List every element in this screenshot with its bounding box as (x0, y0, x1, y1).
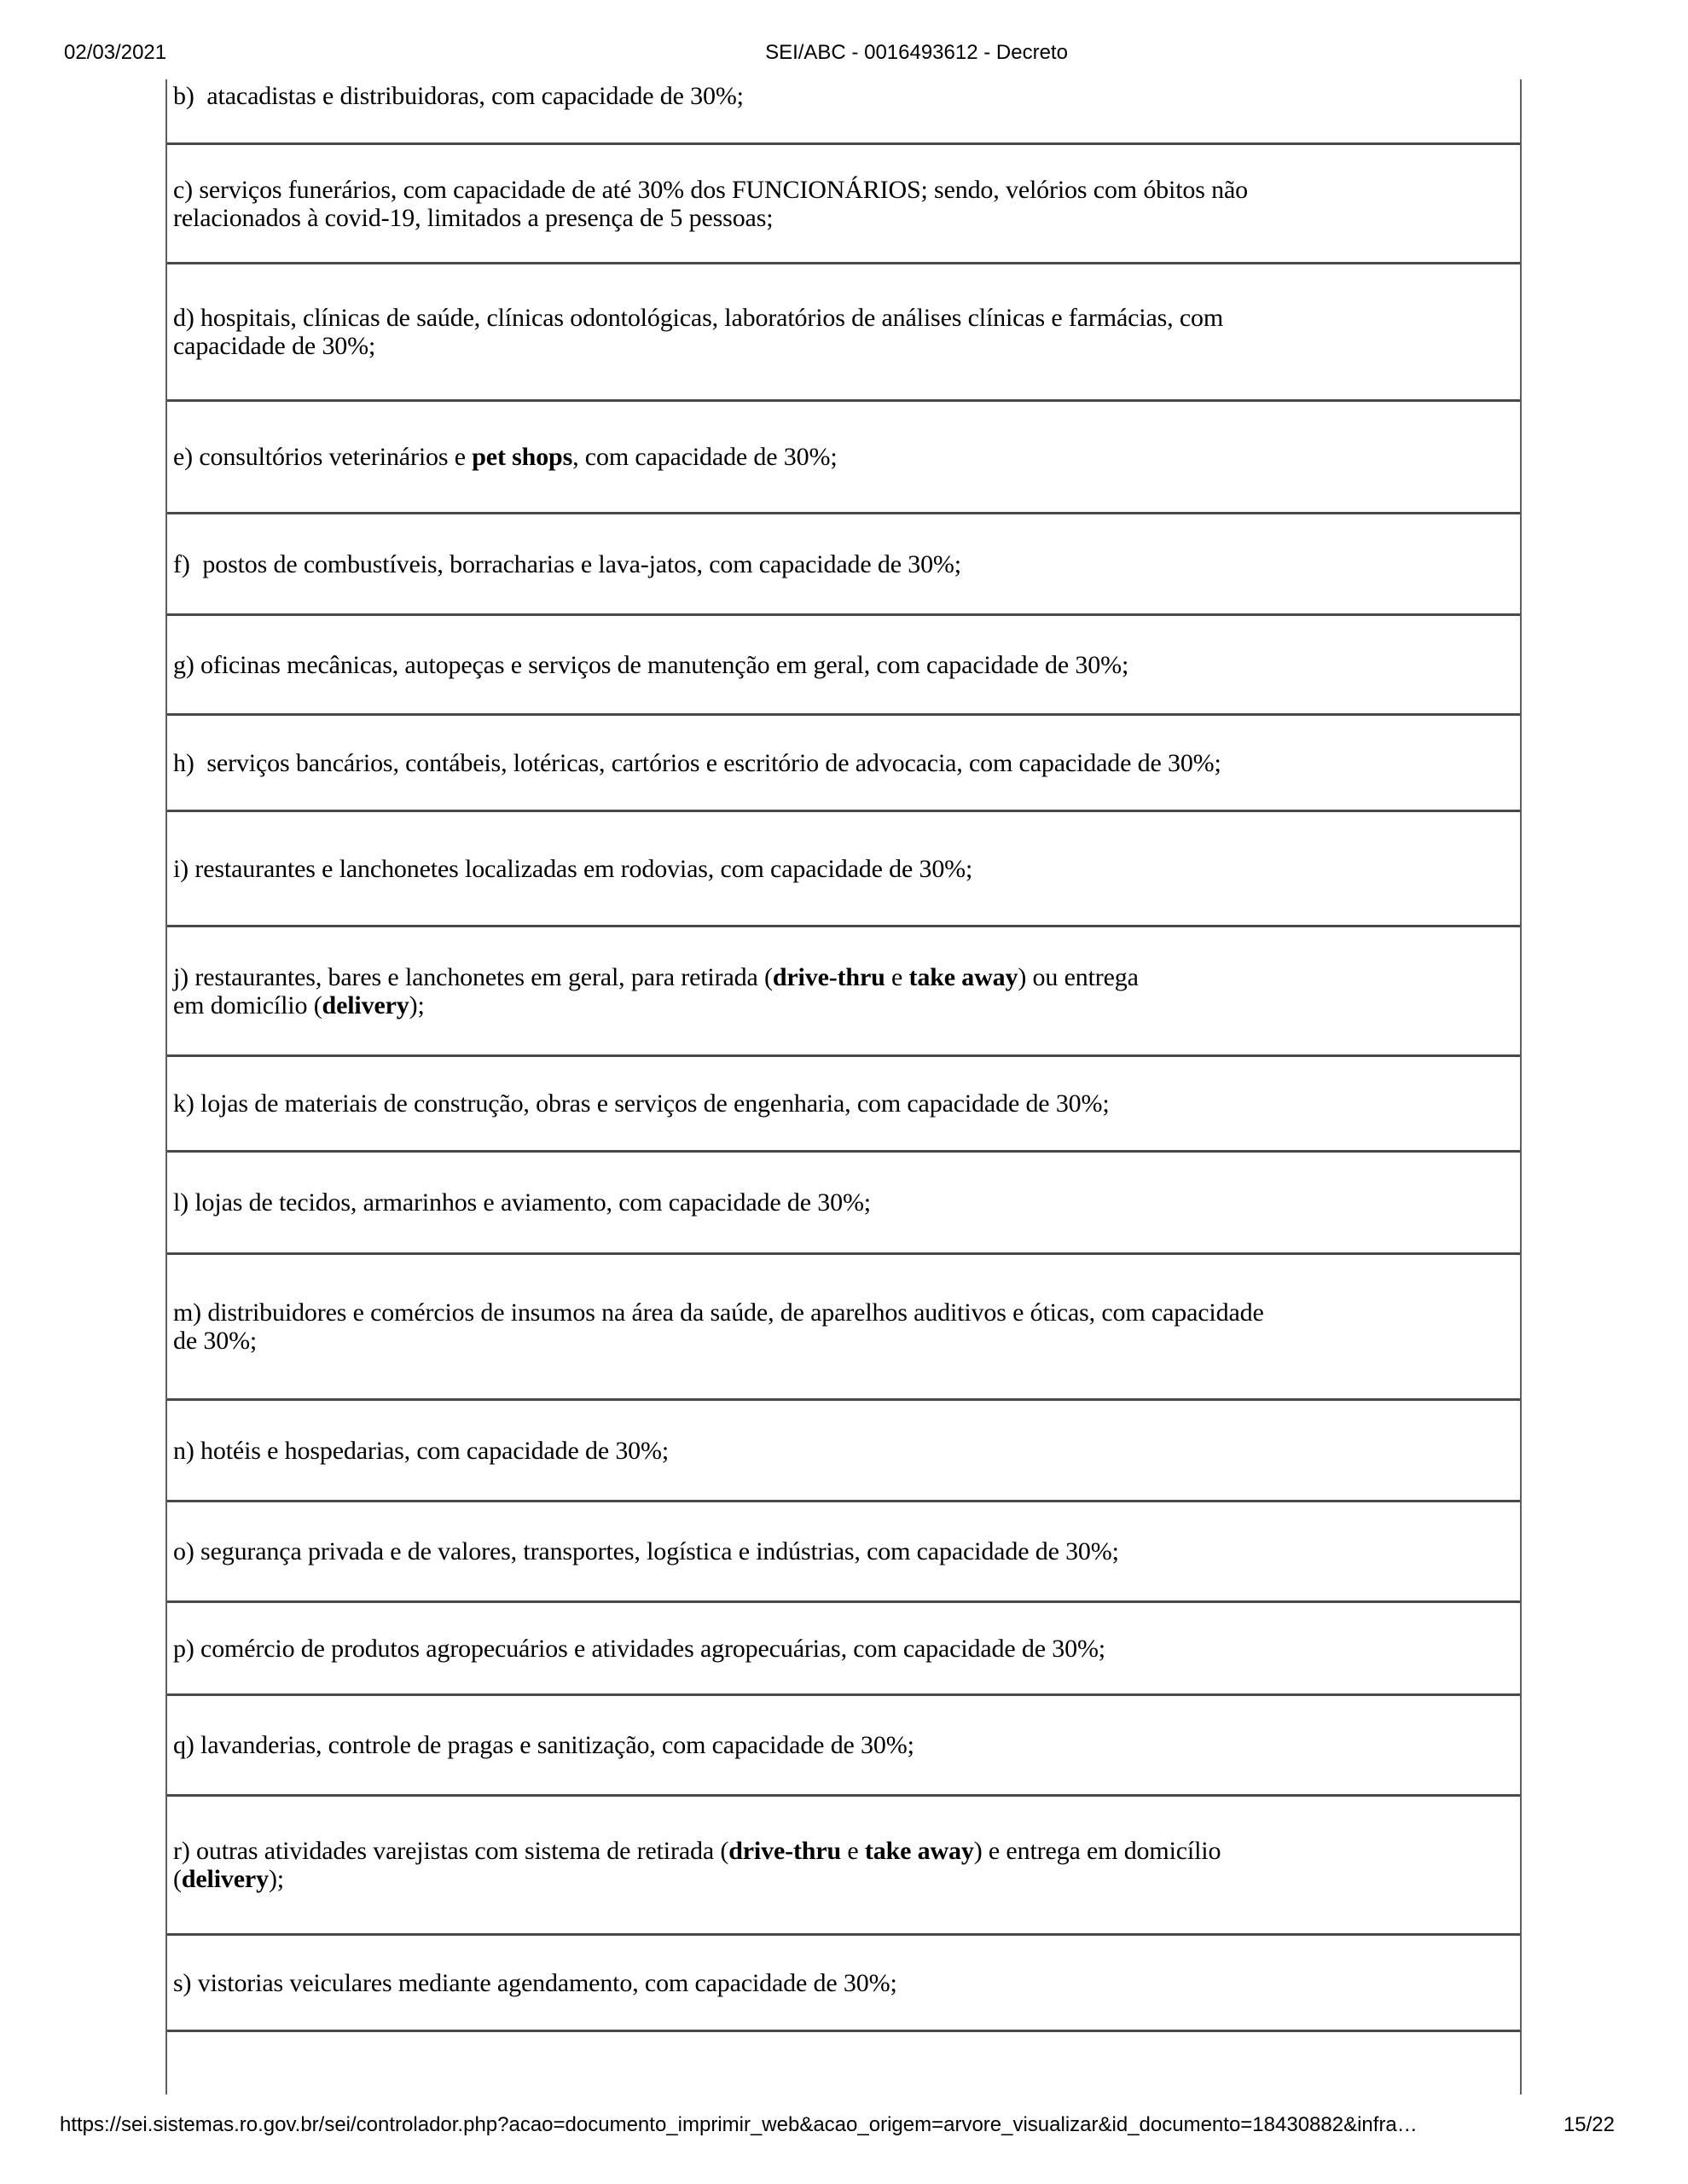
row-line: l) lojas de tecidos, armarinhos e aviame… (173, 1188, 871, 1217)
row-line: (delivery); (173, 1865, 284, 1893)
row-line: r) outras atividades varejistas com sist… (173, 1837, 1221, 1865)
row-line: n) hotéis e hospedarias, com capacidade … (173, 1436, 670, 1465)
row-line: i) restaurantes e lanchonetes localizada… (173, 854, 973, 883)
row-line: d) hospitais, clínicas de saúde, clínica… (173, 304, 1224, 332)
row-line: s) vistorias veiculares mediante agendam… (173, 1968, 897, 1997)
decree-table: b) atacadistas e distribuidoras, com cap… (165, 79, 1522, 2094)
table-row: c) serviços funerários, com capacidade d… (167, 145, 1520, 264)
row-line: relacionados à covid-19, limitados a pre… (173, 203, 774, 232)
header-date: 02/03/2021 (64, 41, 167, 64)
row-line: q) lavanderias, controle de pragas e san… (173, 1731, 914, 1759)
row-line: de 30%; (173, 1327, 258, 1355)
row-line: o) segurança privada e de valores, trans… (173, 1537, 1119, 1565)
table-row: j) restaurantes, bares e lanchonetes em … (167, 927, 1520, 1057)
table-row: g) oficinas mecânicas, autopeças e servi… (167, 616, 1520, 716)
table-row: e) consultórios veterinários e pet shops… (167, 402, 1520, 514)
footer-url: https://sei.sistemas.ro.gov.br/sei/contr… (60, 2113, 1418, 2136)
footer-page-number: 15/22 (1563, 2113, 1615, 2136)
row-line: g) oficinas mecânicas, autopeças e servi… (173, 650, 1129, 679)
header-title-wrap: SEI/ABC - 0016493612 - Decreto (0, 41, 1688, 65)
table-row: d) hospitais, clínicas de saúde, clínica… (167, 264, 1520, 402)
table-row: f) postos de combustíveis, borracharias … (167, 514, 1520, 616)
row-line: f) postos de combustíveis, borracharias … (173, 549, 961, 578)
table-row: n) hotéis e hospedarias, com capacidade … (167, 1401, 1520, 1502)
table-row: h) serviços bancários, contábeis, lotéri… (167, 716, 1520, 812)
row-line: m) distribuidores e comércios de insumos… (173, 1298, 1264, 1327)
table-row: l) lojas de tecidos, armarinhos e aviame… (167, 1153, 1520, 1255)
table-row (167, 2032, 1520, 2094)
table-row: o) segurança privada e de valores, trans… (167, 1502, 1520, 1603)
table-row: i) restaurantes e lanchonetes localizada… (167, 812, 1520, 927)
row-line: e) consultórios veterinários e pet shops… (173, 443, 838, 471)
row-line: b) atacadistas e distribuidoras, com cap… (173, 82, 744, 110)
table-row: s) vistorias veiculares mediante agendam… (167, 1936, 1520, 2032)
row-line: h) serviços bancários, contábeis, lotéri… (173, 748, 1221, 777)
row-line: k) lojas de materiais de construção, obr… (173, 1089, 1110, 1118)
table-row: r) outras atividades varejistas com sist… (167, 1797, 1520, 1936)
header-title: SEI/ABC - 0016493612 - Decreto (765, 41, 1068, 64)
table-row: b) atacadistas e distribuidoras, com cap… (167, 79, 1520, 145)
row-line: p) comércio de produtos agropecuários e … (173, 1634, 1105, 1663)
table-row: q) lavanderias, controle de pragas e san… (167, 1696, 1520, 1797)
row-line: em domicílio (delivery); (173, 990, 425, 1019)
print-footer: https://sei.sistemas.ro.gov.br/sei/contr… (0, 2113, 1688, 2140)
print-header: 02/03/2021 SEI/ABC - 0016493612 - Decret… (0, 41, 1688, 67)
row-line: capacidade de 30%; (173, 332, 376, 360)
row-line: c) serviços funerários, com capacidade d… (173, 175, 1248, 204)
table-row: p) comércio de produtos agropecuários e … (167, 1603, 1520, 1696)
row-line: j) restaurantes, bares e lanchonetes em … (173, 962, 1139, 991)
table-row: m) distribuidores e comércios de insumos… (167, 1255, 1520, 1401)
table-row: k) lojas de materiais de construção, obr… (167, 1057, 1520, 1153)
